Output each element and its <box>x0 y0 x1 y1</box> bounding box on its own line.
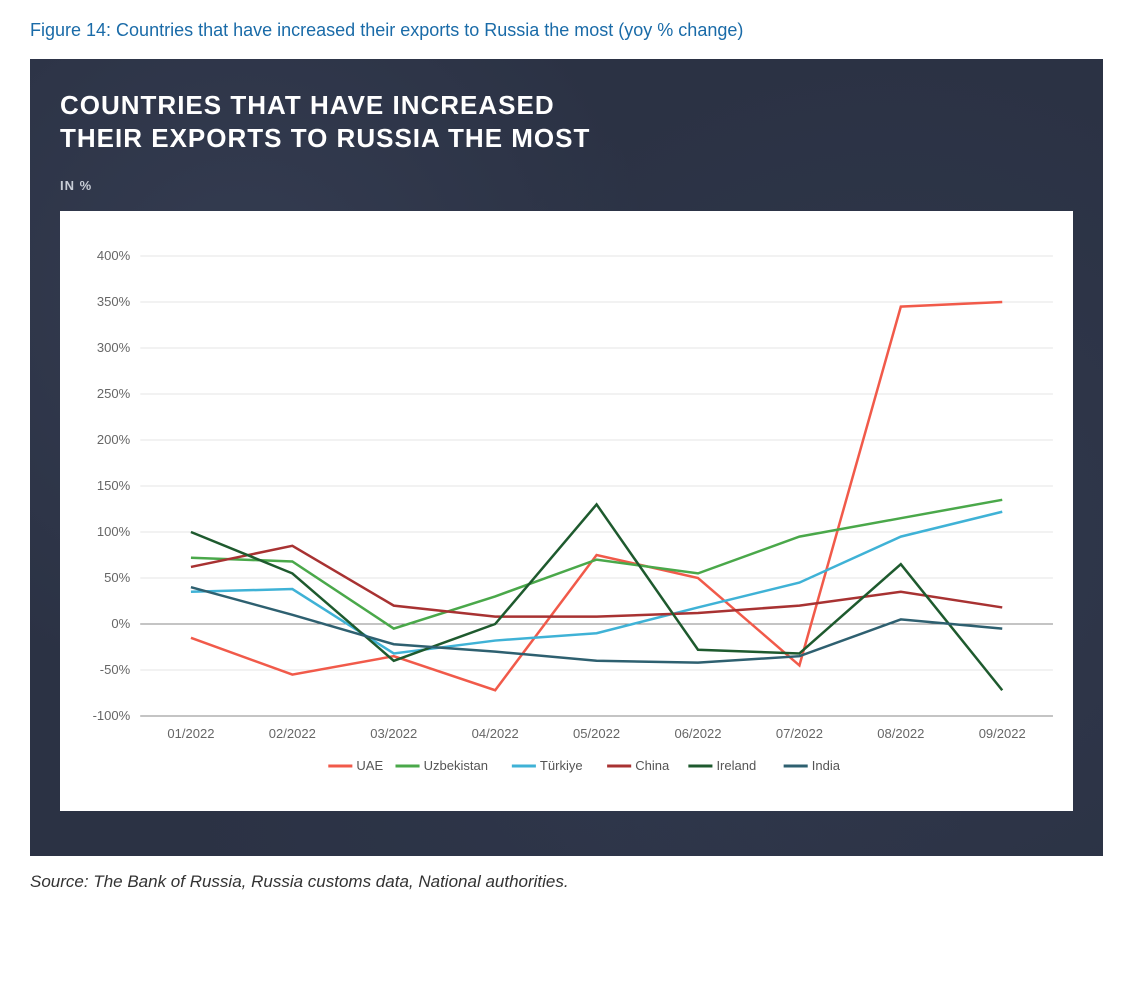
svg-text:03/2022: 03/2022 <box>370 726 417 741</box>
svg-text:09/2022: 09/2022 <box>979 726 1026 741</box>
svg-text:06/2022: 06/2022 <box>674 726 721 741</box>
svg-text:08/2022: 08/2022 <box>877 726 924 741</box>
chart-title: COUNTRIES THAT HAVE INCREASED THEIR EXPO… <box>60 89 1073 154</box>
legend-label-china: China <box>635 758 670 773</box>
svg-text:250%: 250% <box>97 386 131 401</box>
svg-text:0%: 0% <box>111 616 130 631</box>
svg-text:50%: 50% <box>104 570 130 585</box>
svg-text:150%: 150% <box>97 478 131 493</box>
legend-label-uzbekistan: Uzbekistan <box>424 758 488 773</box>
svg-text:07/2022: 07/2022 <box>776 726 823 741</box>
chart-title-line2: THEIR EXPORTS TO RUSSIA THE MOST <box>60 123 590 153</box>
series-india <box>191 587 1002 662</box>
chart-title-line1: COUNTRIES THAT HAVE INCREASED <box>60 90 555 120</box>
legend-label-india: India <box>812 758 841 773</box>
legend-label-uae: UAE <box>356 758 383 773</box>
svg-text:-50%: -50% <box>100 662 131 677</box>
svg-text:05/2022: 05/2022 <box>573 726 620 741</box>
svg-text:400%: 400% <box>97 248 131 263</box>
figure-caption: Figure 14: Countries that have increased… <box>30 20 1103 41</box>
svg-text:-100%: -100% <box>93 708 131 723</box>
source-note: Source: The Bank of Russia, Russia custo… <box>30 872 1103 892</box>
svg-text:300%: 300% <box>97 340 131 355</box>
plot-area: -100% -50% 0% 50% 100% 150% 200% 250% 300% 350% 40… <box>60 211 1073 811</box>
chart-subtitle: IN % <box>60 178 1073 193</box>
svg-text:02/2022: 02/2022 <box>269 726 316 741</box>
legend-label-ireland: Ireland <box>716 758 756 773</box>
svg-text:100%: 100% <box>97 524 131 539</box>
svg-text:350%: 350% <box>97 294 131 309</box>
svg-text:01/2022: 01/2022 <box>167 726 214 741</box>
svg-text:04/2022: 04/2022 <box>472 726 519 741</box>
chart-svg: -100% -50% 0% 50% 100% 150% 200% 250% 300% 350% 40… <box>60 211 1073 811</box>
legend-label-türkiye: Türkiye <box>540 758 583 773</box>
chart-panel: COUNTRIES THAT HAVE INCREASED THEIR EXPO… <box>30 59 1103 856</box>
series-uzbekistan <box>191 500 1002 629</box>
svg-text:200%: 200% <box>97 432 131 447</box>
